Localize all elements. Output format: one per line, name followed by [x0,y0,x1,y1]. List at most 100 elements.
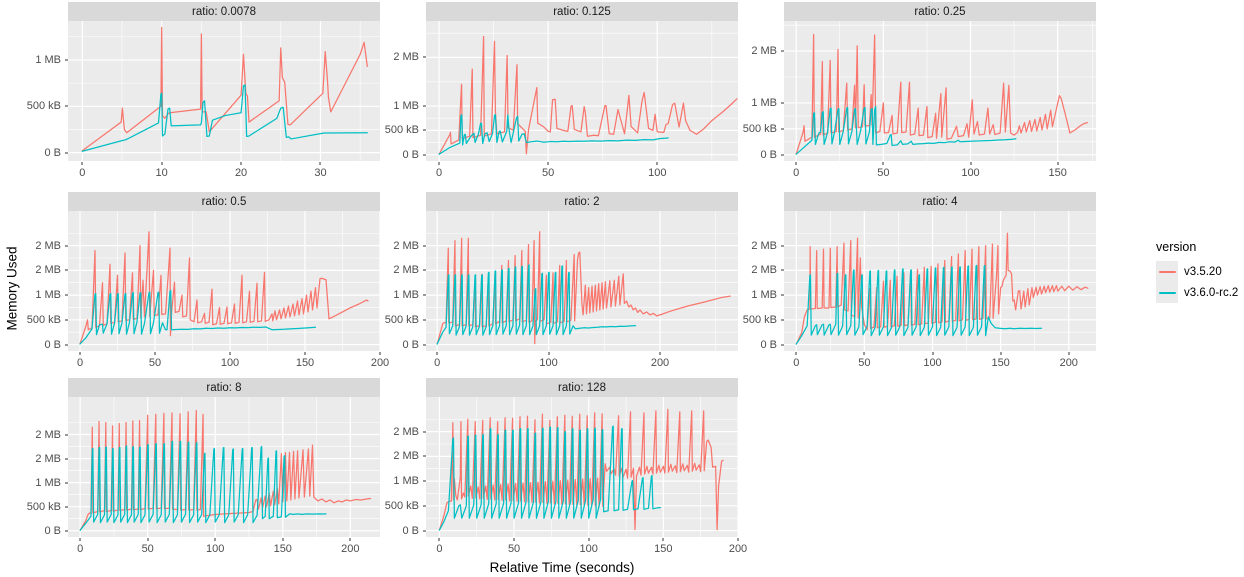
x-tick-label: 150 [991,357,1010,369]
x-tick-label: 150 [295,357,315,369]
x-tick-mark [240,162,242,165]
x-tick-label: 0 [436,543,443,555]
y-tick-mark [423,154,426,156]
y-tick-label: 2 MB [35,239,61,252]
y-tick-label: 1 MB [393,289,419,302]
y-tick-label: 0 B [44,524,61,537]
x-tick-label: 30 [314,167,327,179]
y-tick-label: 0 B [760,338,777,351]
y-tick-mark [781,245,784,247]
legend-item[interactable]: v3.5.20 [1156,261,1238,282]
x-tick-label: 200 [370,357,390,369]
y-tick-mark [65,245,68,247]
x-tick-label: 20 [234,167,248,179]
legend-item-label: v3.5.20 [1184,265,1222,278]
series-line [79,409,372,531]
x-tick-label: 0 [76,357,84,369]
legend-line-icon [1158,270,1176,273]
y-tick-mark [65,59,68,61]
facet-grid: ratio: 0.0078 0 B 500 kB 1 MB 0 10 20 30 ratio: … [22,0,1124,577]
y-tick-label: 2 MB [751,45,777,58]
x-tick-mark [349,538,351,541]
x-tick-label: 50 [542,167,555,179]
x-tick-label: 150 [273,543,292,555]
x-tick-label: 50 [877,167,890,179]
x-axis-title: Relative Time (seconds) [489,560,635,575]
x-tick-mark [863,352,865,355]
y-tick-mark [423,431,426,433]
y-tick-label: 500 kB [742,122,777,135]
x-tick-mark [588,538,590,541]
plot-panel [68,211,380,351]
plot-panel [426,211,738,351]
x-tick-mark [795,352,797,355]
facet-strip-label: ratio: 8 [68,378,380,397]
y-tick-label: 0 B [760,148,777,161]
y-tick-mark [781,269,784,271]
y-tick-label: 1 MB [751,96,777,109]
y-tick-label: 500 kB [384,313,419,326]
plot-panel [784,211,1096,351]
x-tick-mark [737,538,739,541]
x-tick-mark [795,162,797,165]
legend-item[interactable]: v3.6.0-rc.2 [1156,282,1238,303]
y-tick-label: 0 B [402,524,419,537]
y-tick-mark [65,530,68,532]
x-tick-mark [438,538,440,541]
x-tick-label: 50 [858,357,871,369]
x-tick-label: 100 [961,167,980,179]
y-tick-mark [65,506,68,508]
y-tick-label: 2 MB [393,264,419,277]
x-tick-label: 200 [650,357,670,369]
y-tick-label: 2 MB [35,264,61,277]
x-tick-mark [81,162,83,165]
y-tick-mark [423,344,426,346]
legend-line-icon [1158,291,1176,294]
y-tick-mark [65,482,68,484]
y-tick-label: 2 MB [393,51,419,64]
series-line [436,264,637,345]
x-tick-label: 0 [793,357,800,369]
x-tick-label: 100 [923,357,942,369]
y-tick-mark [65,152,68,154]
x-tick-label: 200 [1059,357,1078,369]
x-tick-label: 0 [436,167,443,179]
facet-panel: ratio: 0.25 0 B 500 kB 1 MB 2 MB 0 50 100 150 [743,2,1096,183]
x-tick-mark [932,352,933,355]
x-tick-mark [547,162,549,165]
y-tick-mark [781,50,784,52]
series-line [795,232,1089,345]
y-tick-mark [781,102,784,104]
y-tick-label: 1 MB [35,289,61,302]
y-tick-mark [423,455,426,457]
x-tick-mark [229,352,231,355]
y-tick-mark [423,505,426,507]
y-tick-mark [65,434,68,436]
x-tick-mark [662,538,664,541]
facet-strip-label: ratio: 0.5 [68,192,380,211]
facet-panel: ratio: 8 0 B 500 kB 1 MB 2 MB 2 MB 0 50 100 150 20… [27,378,380,559]
x-tick-label: 50 [141,543,154,555]
y-tick-label: 0 B [44,338,61,351]
y-tick-mark [65,269,68,271]
x-tick-mark [79,352,81,355]
series-line [438,425,661,531]
plot-panel [68,21,380,161]
y-tick-label: 1 MB [751,289,777,302]
x-tick-label: 200 [728,543,748,555]
y-tick-mark [423,294,426,296]
facet-strip-label: ratio: 0.0078 [68,2,380,21]
y-tick-label: 500 kB [742,313,777,326]
y-tick-label: 2 MB [751,239,777,252]
facet-panel: ratio: 0.0078 0 B 500 kB 1 MB 0 10 20 30 [27,2,380,183]
y-tick-mark [423,530,426,532]
plot-panel [784,21,1096,161]
x-tick-label: 150 [1048,167,1067,179]
series-line [79,231,369,345]
x-tick-mark [379,352,381,355]
legend: version v3.5.20 v3.6.0-rc.2 [1156,240,1238,303]
x-tick-mark [970,162,971,165]
x-tick-mark [147,538,149,541]
y-tick-label: 2 MB [393,425,419,438]
x-tick-mark [436,352,438,355]
